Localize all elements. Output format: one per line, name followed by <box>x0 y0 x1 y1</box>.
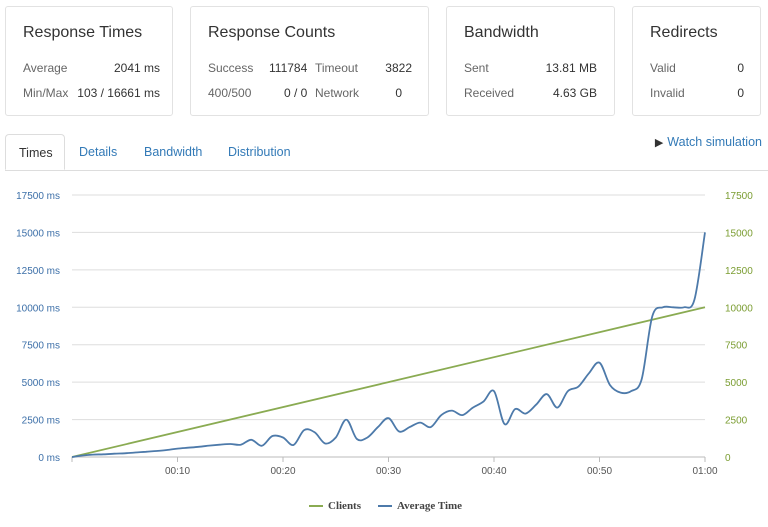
y-right-tick-label: 0 <box>725 453 731 464</box>
timeout-label: Timeout <box>315 61 358 75</box>
minmax-value: 103 / 16661 ms <box>77 86 160 100</box>
timeout-value: 3822 <box>385 61 412 75</box>
network-value: 0 <box>395 86 402 100</box>
average-time-swatch <box>378 505 392 508</box>
x-tick-label: 00:40 <box>481 466 506 477</box>
x-tick-label: 00:30 <box>376 466 401 477</box>
legend-item-average-time[interactable]: Average Time <box>378 500 462 512</box>
invalid-value: 0 <box>737 86 744 100</box>
watch-simulation-label: Watch simulation <box>667 135 762 149</box>
average-label: Average <box>23 61 68 75</box>
y-right-tick-label: 10000 <box>725 303 753 314</box>
invalid-label: Invalid <box>650 86 685 100</box>
status-400-500-label: 400/500 <box>208 86 252 100</box>
series-line-average-time <box>71 232 706 458</box>
average-value: 2041 ms <box>113 61 160 75</box>
y-left-tick-label: 10000 ms <box>16 303 60 314</box>
tab-distribution[interactable]: Distribution <box>228 145 291 159</box>
received-label: Received <box>464 86 515 100</box>
x-tick-label: 00:20 <box>270 466 295 477</box>
y-left-tick-label: 15000 ms <box>16 228 60 239</box>
legend-label-average-time: Average Time <box>397 500 463 512</box>
y-left-tick-label: 17500 ms <box>16 191 60 202</box>
valid-label: Valid <box>650 61 676 75</box>
tab-bandwidth[interactable]: Bandwidth <box>144 145 203 159</box>
panel-title: Response Counts <box>208 24 336 41</box>
watch-simulation-link[interactable]: ▶ Watch simulation <box>655 135 762 149</box>
x-tick-label: 01:00 <box>692 466 717 477</box>
success-value: 111784 <box>269 61 308 75</box>
x-tick-label: 00:10 <box>165 466 190 477</box>
y-right-tick-label: 12500 <box>725 266 753 277</box>
legend-label-clients: Clients <box>328 500 361 512</box>
success-label: Success <box>208 61 254 75</box>
sent-label: Sent <box>464 61 489 75</box>
y-left-tick-label: 7500 ms <box>22 341 60 352</box>
y-left-tick-label: 2500 ms <box>22 416 60 427</box>
response-times-panel: Response Times Average 2041 ms Min/Max 1… <box>5 6 173 116</box>
play-icon: ▶ <box>654 137 664 149</box>
panel-title: Redirects <box>650 24 718 41</box>
y-right-tick-label: 2500 <box>725 416 748 427</box>
response-counts-panel: Response Counts Success 111784 Timeout 3… <box>190 6 429 116</box>
received-value: 4.63 GB <box>552 86 597 100</box>
network-label: Network <box>315 86 360 100</box>
clients-swatch <box>309 505 323 508</box>
legend-item-clients[interactable]: Clients <box>309 500 361 512</box>
y-right-tick-label: 5000 <box>725 378 748 389</box>
redirects-panel: Redirects Valid 0 Invalid 0 <box>632 6 761 116</box>
panel-title: Response Times <box>23 24 143 41</box>
tab-times[interactable]: Times <box>5 134 65 170</box>
tab-bar: Times Details Bandwidth Distribution <box>5 134 768 171</box>
sent-value: 13.81 MB <box>545 61 597 75</box>
minmax-label: Min/Max <box>23 86 69 100</box>
tab-details[interactable]: Details <box>79 145 118 159</box>
panel-title: Bandwidth <box>464 24 539 41</box>
status-400-500-value: 0 / 0 <box>284 86 308 100</box>
x-tick-label: 00:50 <box>587 466 612 477</box>
chart-legend: Clients Average Time <box>0 500 768 516</box>
series-line-clients <box>71 306 706 458</box>
y-left-tick-label: 0 ms <box>38 453 60 464</box>
y-left-tick-label: 5000 ms <box>22 378 60 389</box>
valid-value: 0 <box>737 61 744 75</box>
y-left-tick-label: 12500 ms <box>16 266 60 277</box>
y-right-tick-label: 17500 <box>725 191 753 202</box>
bandwidth-panel: Bandwidth Sent 13.81 MB Received 4.63 GB <box>446 6 615 116</box>
y-right-tick-label: 7500 <box>725 341 748 352</box>
y-right-tick-label: 15000 <box>725 228 753 239</box>
